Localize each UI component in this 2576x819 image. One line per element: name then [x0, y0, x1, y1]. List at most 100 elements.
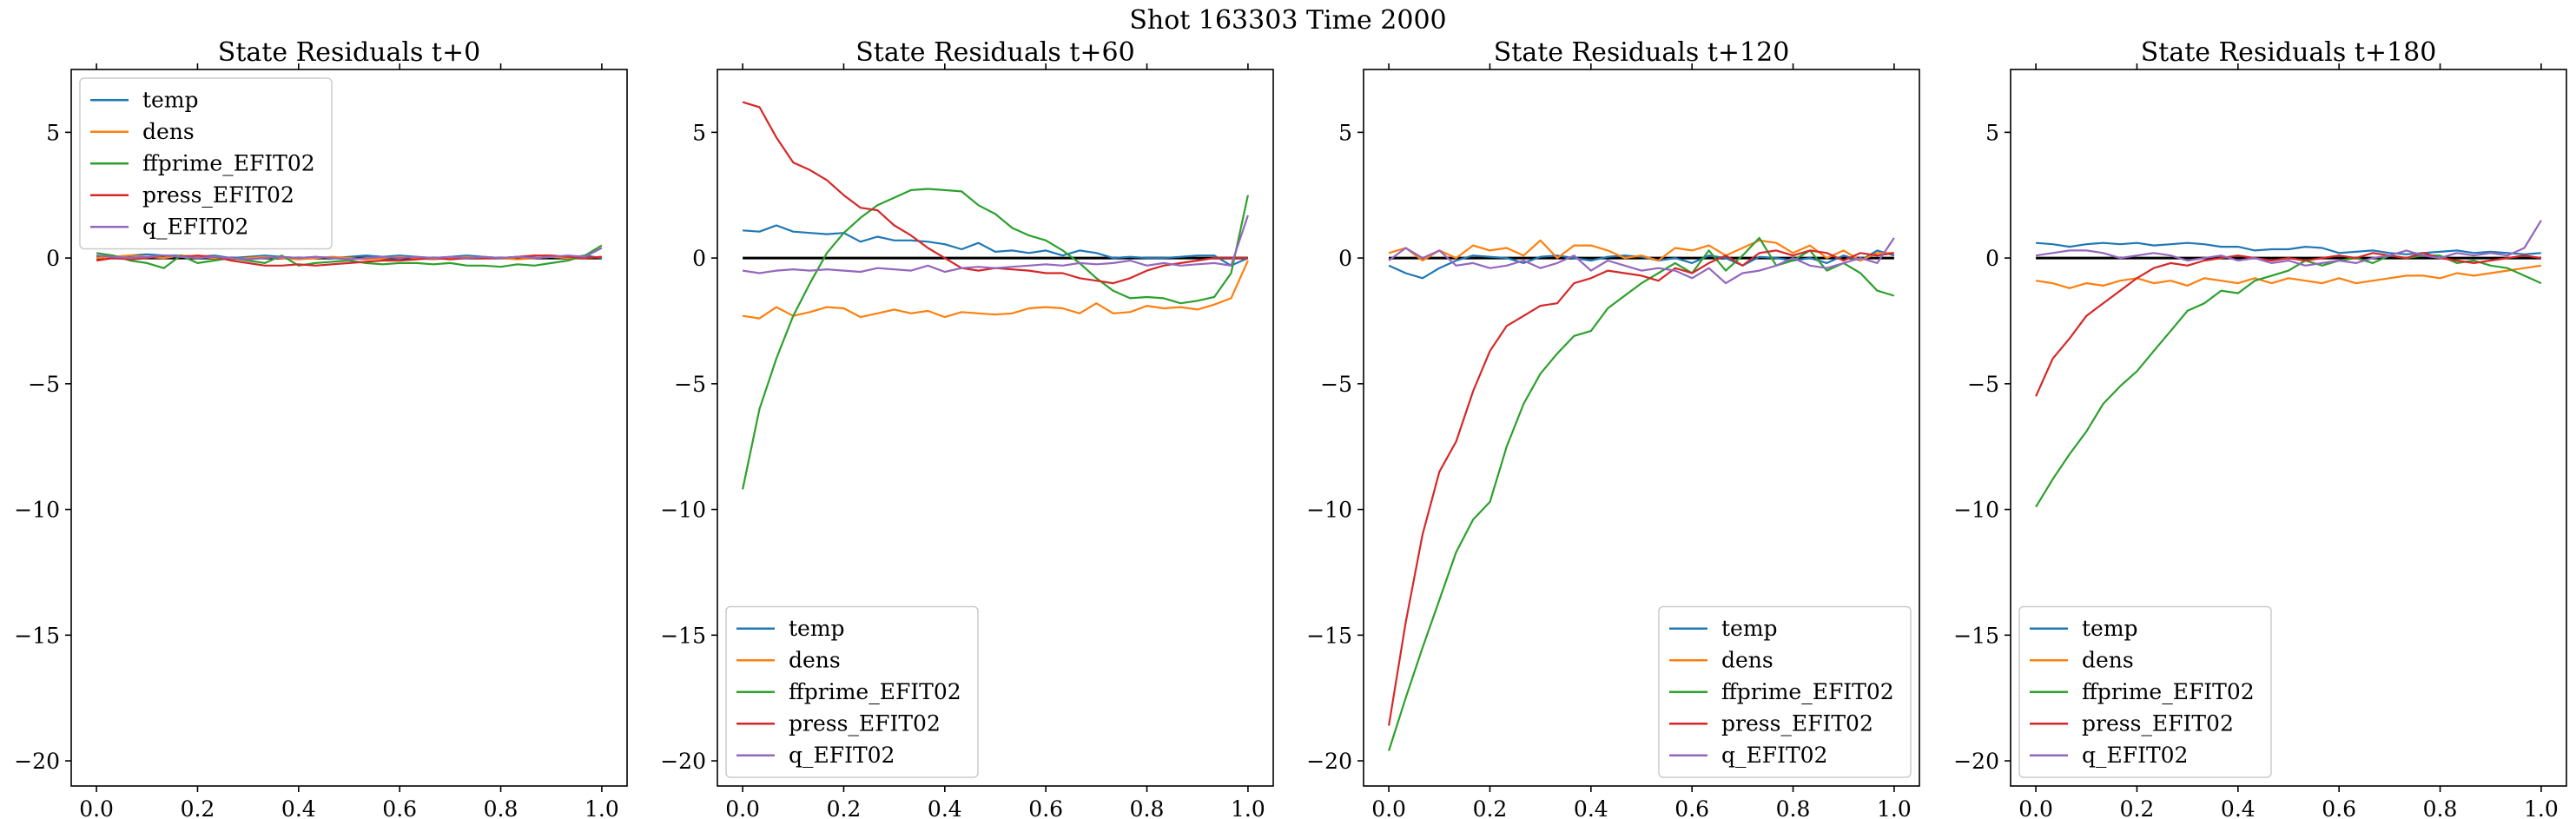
series-line-temp — [2036, 241, 2541, 255]
y-tick-label: −15 — [14, 623, 60, 648]
legend-label: temp — [2082, 616, 2138, 641]
x-tick-label: 0.8 — [1776, 796, 1811, 819]
legend-box — [2018, 605, 2272, 778]
legend: temp dens ffprime_EFIT02 press_EFIT02 q_EFIT… — [1658, 605, 1912, 778]
y-tick-label: −10 — [1953, 498, 1999, 523]
series-line-q_EFIT02 — [742, 215, 1249, 274]
y-tick-label: −20 — [1953, 749, 1999, 774]
series-line-temp — [1388, 249, 1895, 280]
y-tick-label: −5 — [1320, 372, 1352, 397]
y-tick-label: −20 — [14, 749, 60, 774]
legend-box — [79, 77, 333, 250]
x-tick-label: 0.4 — [2221, 796, 2256, 819]
y-tick-label: 5 — [692, 120, 706, 145]
series-line-ffprime_EFIT02 — [2035, 254, 2542, 508]
y-tick-label: −20 — [660, 749, 706, 774]
y-tick-label: 0 — [1985, 246, 1999, 271]
panel-1: State Residuals t+0 5 0 −5 −10 −15 −20 0.0 0.2 0.… — [14, 37, 628, 819]
x-tick-label: 0.6 — [1028, 796, 1063, 819]
series-line-q_EFIT02 — [1388, 237, 1895, 285]
panel-title: State Residuals t+120 — [1494, 37, 1790, 68]
y-tick-label: −15 — [1953, 623, 1999, 648]
legend-label: dens — [789, 647, 841, 672]
legend-label: temp — [1721, 616, 1778, 641]
x-tick-label: 0.8 — [2423, 796, 2458, 819]
legend-box — [1658, 605, 1912, 778]
x-tick-label: 1.0 — [2524, 796, 2559, 819]
x-tick-label: 0.2 — [2120, 796, 2155, 819]
y-tick-label: −5 — [1967, 372, 1999, 397]
legend: temp dens ffprime_EFIT02 press_EFIT02 q_EFIT… — [725, 605, 979, 778]
legend-label: q_EFIT02 — [789, 743, 895, 768]
series-line-q_EFIT02 — [2035, 220, 2542, 267]
y-tick-label: −5 — [28, 372, 60, 397]
legend-label: ffprime_EFIT02 — [2082, 679, 2255, 704]
legend-label: press_EFIT02 — [789, 710, 941, 736]
series-line-ffprime_EFIT02 — [96, 244, 603, 269]
axes-frame — [717, 69, 1274, 787]
legend-label: ffprime_EFIT02 — [789, 679, 961, 704]
panel-3: State Residuals t+120 5 0 −5 −10 −15 −20 0.0 0.2… — [1306, 37, 1920, 819]
x-tick-label: 0.2 — [1473, 796, 1508, 819]
y-tick-label: 5 — [1338, 120, 1352, 145]
x-tick-label: 0.4 — [1574, 796, 1608, 819]
legend-label: q_EFIT02 — [1721, 743, 1827, 768]
x-tick-label: 0.8 — [484, 796, 519, 819]
x-tick-label: 0.0 — [79, 796, 114, 819]
x-tick-label: 1.0 — [1877, 796, 1912, 819]
x-tick-label: 0.8 — [1130, 796, 1165, 819]
x-tick-label: 0.4 — [928, 796, 962, 819]
y-tick-label: −20 — [1306, 749, 1352, 774]
y-tick-label: 5 — [46, 120, 60, 145]
panel-title: State Residuals t+0 — [218, 37, 480, 68]
y-tick-label: 0 — [46, 246, 60, 271]
legend-label: q_EFIT02 — [2082, 743, 2188, 768]
series-line-press_EFIT02 — [2035, 252, 2542, 397]
axes-frame — [1363, 69, 1920, 787]
y-tick-label: 5 — [1985, 120, 1999, 145]
legend-label: temp — [789, 616, 845, 641]
series-line-press_EFIT02 — [1388, 249, 1895, 726]
x-tick-label: 0.2 — [827, 796, 862, 819]
x-tick-label: 0.6 — [1674, 796, 1709, 819]
legend-label: q_EFIT02 — [142, 214, 248, 239]
x-tick-label: 0.6 — [382, 796, 417, 819]
legend: temp dens ffprime_EFIT02 press_EFIT02 q_EFIT… — [79, 77, 333, 250]
legend-label: dens — [1721, 647, 1773, 672]
legend-box — [725, 605, 979, 778]
legend-label: dens — [142, 119, 195, 144]
legend-label: press_EFIT02 — [1721, 710, 1873, 736]
x-tick-label: 1.0 — [585, 796, 619, 819]
x-tick-label: 0.2 — [181, 796, 215, 819]
y-tick-label: −15 — [1306, 623, 1352, 648]
suptitle: Shot 163303 Time 2000 — [1129, 5, 1446, 36]
axes-frame — [2010, 69, 2567, 787]
axes-frame — [70, 69, 628, 787]
panel-2: State Residuals t+60 5 0 −5 −10 −15 −20 0.0 0.2 0… — [660, 37, 1274, 819]
legend: temp dens ffprime_EFIT02 press_EFIT02 q_EFIT… — [2018, 605, 2272, 778]
legend-label: ffprime_EFIT02 — [1721, 679, 1894, 704]
x-tick-label: 0.0 — [1371, 796, 1406, 819]
panel-4: State Residuals t+180 5 0 −5 −10 −15 −20 0.0 0.2… — [1953, 37, 2567, 819]
x-tick-label: 0.0 — [2018, 796, 2053, 819]
series-line-dens — [1388, 239, 1894, 262]
y-tick-label: 0 — [1338, 246, 1352, 271]
legend-label: temp — [142, 87, 199, 112]
legend-label: press_EFIT02 — [142, 182, 294, 208]
panel-title: State Residuals t+60 — [855, 37, 1134, 68]
legend-label: ffprime_EFIT02 — [142, 150, 315, 175]
y-tick-label: −5 — [674, 372, 706, 397]
legend-label: dens — [2082, 647, 2134, 672]
series-line-q_EFIT02 — [96, 247, 603, 261]
series-line-dens — [742, 260, 1249, 320]
x-tick-label: 0.6 — [2322, 796, 2356, 819]
y-tick-label: −10 — [660, 498, 706, 523]
y-tick-label: 0 — [692, 246, 706, 271]
legend-label: press_EFIT02 — [2082, 710, 2234, 736]
y-tick-label: −10 — [1306, 498, 1352, 523]
x-tick-label: 1.0 — [1231, 796, 1265, 819]
y-tick-label: −15 — [660, 623, 706, 648]
series-line-dens — [2035, 264, 2542, 289]
series-line-temp — [743, 224, 1249, 267]
